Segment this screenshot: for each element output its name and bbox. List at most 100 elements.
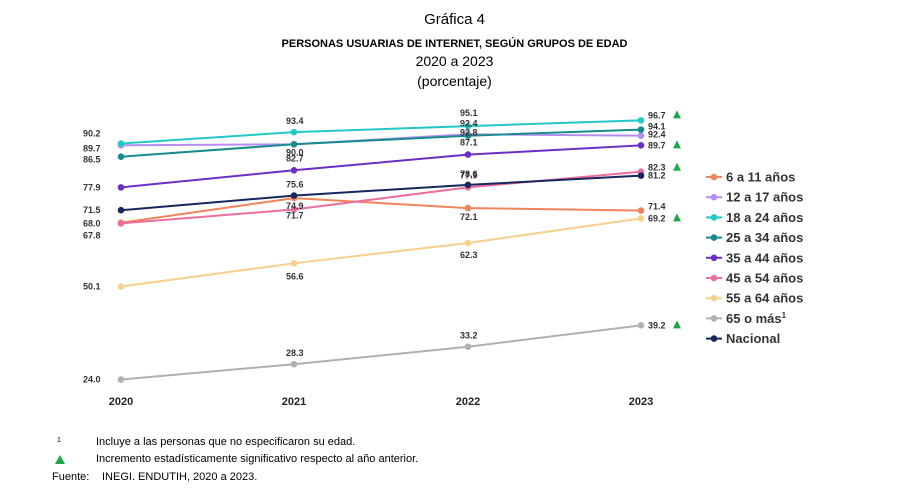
data-label: 92.8 [460, 127, 478, 137]
series-line [120, 119, 642, 145]
data-label: 67.8 [83, 230, 101, 240]
legend-label: 45 a 54 años [726, 271, 803, 286]
data-label: 68.0 [83, 219, 101, 229]
data-point [117, 220, 125, 227]
series-line [120, 144, 642, 189]
x-tick-label: 2023 [629, 396, 653, 408]
data-label: 62.3 [460, 250, 478, 260]
data-label: 89.7 [83, 143, 101, 153]
footnote-2: Incremento estadísticamente significativ… [96, 453, 419, 465]
data-label: 92.4 [648, 130, 666, 140]
data-point [637, 142, 645, 149]
data-label: 90.2 [83, 129, 101, 139]
data-point [464, 181, 472, 189]
legend-label: 12 a 17 años [726, 190, 803, 205]
data-label: 94.1 [648, 122, 666, 132]
data-label: 77.9 [83, 182, 101, 192]
data-label: 71.4 [648, 202, 666, 212]
data-label: 50.1 [83, 281, 101, 291]
legend-marker [710, 335, 718, 342]
data-label: 96.7 [648, 110, 666, 120]
data-label: 56.6 [286, 271, 304, 281]
chart-period: 2020 a 2023 [415, 53, 494, 69]
legend-marker [710, 274, 718, 282]
data-point [290, 192, 298, 199]
data-label: 95.1 [460, 108, 478, 118]
series-line [120, 128, 642, 158]
footnote-1: Incluye a las personas que no especifica… [96, 436, 356, 448]
data-point [117, 184, 125, 191]
data-point [637, 172, 645, 179]
data-point [117, 140, 125, 147]
series-line [120, 217, 642, 288]
data-point [290, 260, 298, 267]
data-label: 74.9 [286, 201, 304, 211]
data-point [637, 322, 645, 329]
data-point [464, 204, 472, 212]
data-point [637, 215, 645, 222]
chart-number: Gráfica 4 [424, 11, 485, 28]
data-point [290, 360, 298, 368]
data-point [117, 283, 125, 290]
legend-label: 18 a 24 años [726, 210, 803, 225]
significance-triangle-icon [673, 320, 681, 329]
series-line [120, 174, 642, 212]
data-point [290, 166, 298, 174]
legend-marker [710, 315, 718, 322]
data-label: 75.6 [286, 180, 304, 190]
significance-triangle-icon [673, 162, 681, 171]
data-point [637, 132, 645, 139]
legend-label: 65 o más1 [726, 311, 787, 326]
data-point [464, 132, 472, 139]
data-label: 71.7 [286, 210, 304, 220]
data-label: 72.1 [460, 212, 478, 222]
legend-label: Nacional [726, 331, 780, 346]
chart-title: PERSONAS USUARIAS DE INTERNET, SEGÚN GRU… [281, 38, 628, 50]
data-point [290, 206, 298, 213]
footnote-1-mark: 1 [57, 437, 61, 444]
x-tick-label: 2021 [282, 396, 306, 408]
data-label: 78.6 [460, 169, 478, 179]
data-label: 39.2 [648, 320, 666, 330]
data-point [290, 140, 298, 148]
data-label: 81.2 [648, 171, 666, 181]
data-label: 28.3 [286, 348, 304, 358]
legend-marker [710, 193, 718, 201]
data-label: 82.7 [286, 153, 304, 163]
data-label: 87.1 [460, 138, 478, 148]
data-label: 33.2 [460, 331, 478, 341]
legend-marker [710, 254, 718, 262]
data-point [464, 343, 472, 351]
data-point [117, 206, 125, 214]
data-point [464, 239, 472, 247]
source-text: INEGI. ENDUTIH, 2020 a 2023. [102, 471, 258, 483]
data-point [117, 376, 125, 383]
significance-triangle-icon [673, 140, 681, 149]
significance-triangle-icon [673, 110, 681, 119]
data-point [464, 151, 472, 158]
x-tick-label: 2020 [109, 396, 133, 408]
data-label: 90.0 [286, 147, 304, 157]
data-point [290, 128, 298, 136]
x-tick-label: 2022 [456, 396, 480, 408]
legend-label: 25 a 34 años [726, 230, 803, 245]
data-label: 86.5 [83, 155, 101, 165]
data-label: 71.5 [83, 205, 101, 215]
data-label: 93.4 [286, 116, 304, 126]
legend-marker [710, 234, 718, 241]
data-label: 82.3 [648, 163, 666, 173]
legend-marker [710, 173, 718, 181]
data-label: 69.2 [648, 213, 666, 223]
data-point [117, 153, 125, 161]
legend-label: 55 a 64 años [726, 291, 803, 306]
legend-label: 6 a 11 años [726, 170, 795, 185]
significance-triangle-icon [673, 213, 681, 222]
series-line [120, 324, 642, 381]
legend-marker [710, 214, 718, 221]
chart-unit: (porcentaje) [417, 73, 492, 89]
data-point [637, 126, 645, 133]
data-label: 77.9 [460, 170, 478, 180]
data-point [637, 117, 645, 124]
data-point [637, 207, 645, 214]
